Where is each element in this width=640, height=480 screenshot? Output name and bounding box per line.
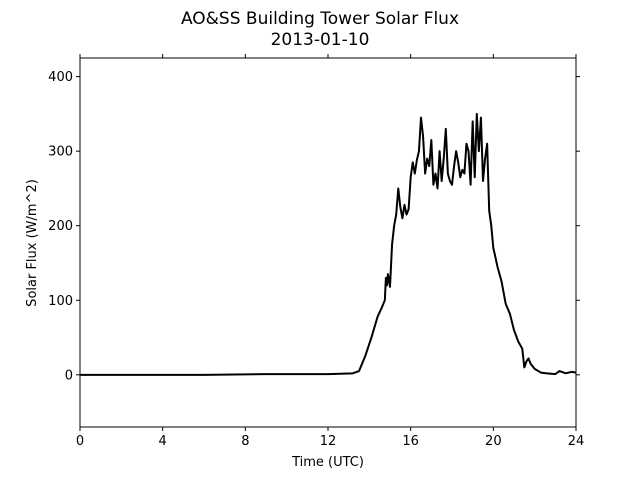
axis-ticks: 0 4 8 12 16 20 24 0 100 200 300 400	[48, 54, 584, 449]
y-tick-label: 100	[48, 294, 73, 309]
x-tick-label: 0	[76, 434, 84, 449]
y-tick-label: 200	[48, 219, 73, 234]
plot-area	[80, 112, 577, 376]
x-tick-label: 20	[485, 434, 502, 449]
x-tick-label: 8	[241, 434, 249, 449]
x-tick-label: 4	[159, 434, 167, 449]
x-axis-label: Time (UTC)	[291, 455, 364, 470]
y-tick-label: 0	[65, 368, 73, 383]
x-tick-label: 16	[402, 434, 419, 449]
x-tick-label: 12	[320, 434, 337, 449]
y-axis-label: Solar Flux (W/m^2)	[25, 179, 40, 307]
plot-frame	[79, 57, 577, 428]
y-tick-label: 400	[48, 70, 73, 85]
chart-subtitle: 2013-01-10	[271, 30, 370, 50]
x-tick-label: 24	[568, 434, 585, 449]
solar-flux-series-line	[80, 112, 577, 376]
chart-title: AO&SS Building Tower Solar Flux	[181, 9, 459, 29]
y-tick-label: 300	[48, 145, 73, 160]
